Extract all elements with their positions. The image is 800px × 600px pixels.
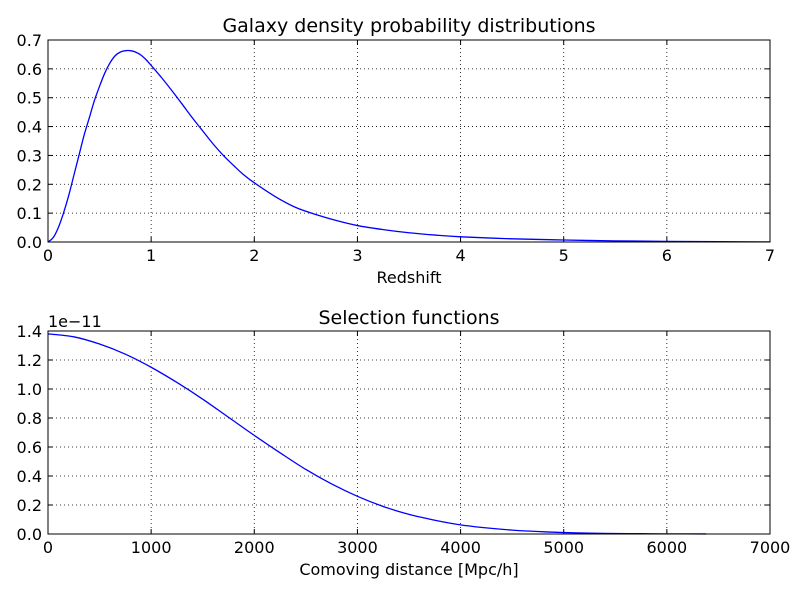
chart-density-y-tick-label: 0.7	[17, 31, 42, 50]
chart-density-ticks: 0 1 2 3 4 5 6 7 0.0 0.1 0.2 0.3 0.4 0.5 0.6 0.7	[17, 31, 776, 265]
chart-density-plot-frame	[47, 39, 771, 243]
chart-selection-x-tick-label: 0	[43, 538, 53, 557]
chart-density-series-line	[47, 49, 771, 243]
chart-density-x-tick-label: 6	[662, 246, 672, 265]
chart-density-grid	[48, 40, 770, 242]
chart-selection-y-tick-label: 0.8	[17, 409, 42, 428]
chart-density-title: Galaxy density probability distributions	[222, 15, 595, 37]
chart-density-x-axis-label: Redshift	[377, 268, 442, 287]
chart-density-x-tick-label: 0	[43, 246, 53, 265]
chart-density: Galaxy density probability distributions…	[17, 15, 776, 287]
chart-density-x-tick-label: 1	[146, 246, 156, 265]
chart-density-x-tick-label: 3	[352, 246, 362, 265]
chart-density-y-tick-label: 0.5	[17, 89, 42, 108]
chart-selection-x-tick-label: 5000	[543, 538, 584, 557]
chart-selection-x-axis-label: Comoving distance [Mpc/h]	[299, 560, 518, 579]
chart-selection-series-line	[47, 333, 707, 535]
chart-selection-plot-frame	[47, 330, 771, 535]
chart-density-series	[47, 49, 771, 243]
chart-density-x-tick-label: 5	[559, 246, 569, 265]
chart-selection-y-tick-label: 0.2	[17, 496, 42, 515]
chart-selection-x-tick-label: 1000	[131, 538, 172, 557]
chart-selection-y-tick-label: 0.6	[17, 438, 42, 457]
chart-density-y-tick-label: 0.1	[17, 204, 42, 223]
chart-selection-x-tick-label: 4000	[440, 538, 481, 557]
chart-selection-y-tick-label: 1.0	[17, 380, 42, 399]
chart-selection-title: Selection functions	[318, 307, 499, 329]
chart-selection-y-tick-label: 0.4	[17, 467, 42, 486]
chart-selection-grid	[48, 331, 770, 534]
chart-density-y-tick-label: 0.2	[17, 175, 42, 194]
chart-selection-y-tick-label: 0.0	[17, 525, 42, 544]
chart-density-y-tick-label: 0.6	[17, 60, 42, 79]
chart-selection-series	[47, 333, 707, 535]
chart-selection: Selection functions 1e−11 0 1000 2000 3000 4…	[17, 307, 791, 579]
chart-density-y-tick-label: 0.3	[17, 146, 42, 165]
chart-selection-y-offset-label: 1e−11	[48, 312, 102, 331]
chart-density-y-tick-label: 0.4	[17, 118, 42, 137]
chart-selection-ticks: 0 1000 2000 3000 4000 5000 6000 7000 0.0 0.2 0.4 0.…	[17, 322, 791, 557]
chart-selection-x-tick-label: 6000	[646, 538, 687, 557]
chart-density-y-tick-label: 0.0	[17, 233, 42, 252]
chart-density-x-tick-label: 4	[455, 246, 465, 265]
chart-density-x-tick-label: 2	[249, 246, 259, 265]
chart-selection-x-tick-label: 2000	[234, 538, 275, 557]
chart-selection-y-tick-label: 1.2	[17, 351, 42, 370]
chart-selection-x-tick-label: 3000	[337, 538, 378, 557]
chart-selection-x-tick-label: 7000	[750, 538, 791, 557]
chart-density-x-tick-label: 7	[765, 246, 775, 265]
chart-selection-y-tick-label: 1.4	[17, 322, 42, 341]
